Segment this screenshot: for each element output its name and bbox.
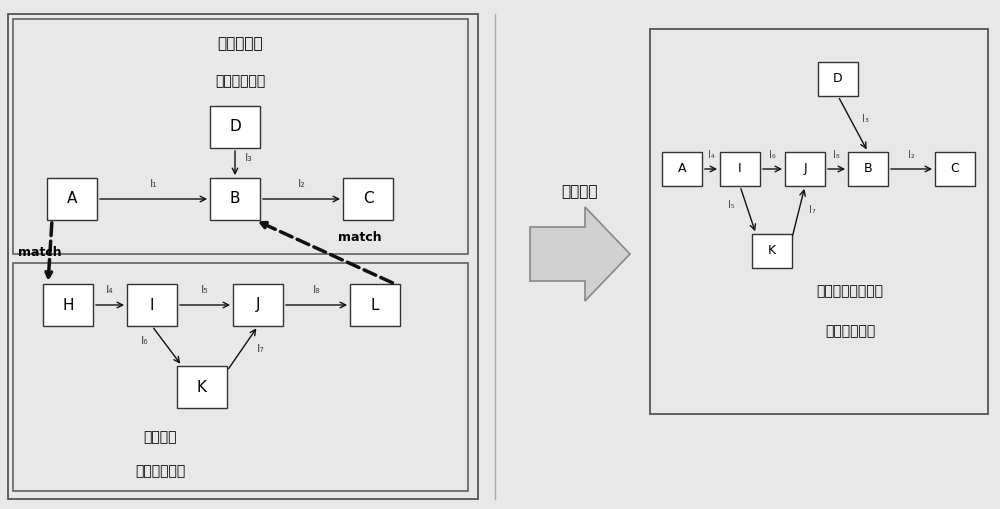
- Text: C: C: [363, 191, 373, 207]
- FancyBboxPatch shape: [233, 284, 283, 326]
- Text: D: D: [229, 120, 241, 134]
- FancyBboxPatch shape: [818, 62, 858, 96]
- Text: 容错风格: 容错风格: [143, 430, 177, 444]
- Text: I₆: I₆: [769, 150, 776, 160]
- FancyBboxPatch shape: [350, 284, 400, 326]
- FancyBboxPatch shape: [13, 19, 468, 254]
- Text: I: I: [738, 162, 742, 176]
- FancyBboxPatch shape: [13, 263, 468, 491]
- FancyBboxPatch shape: [43, 284, 93, 326]
- FancyBboxPatch shape: [720, 152, 760, 186]
- Text: I₃: I₃: [862, 114, 868, 124]
- FancyBboxPatch shape: [47, 178, 97, 220]
- Text: （主并模型）: （主并模型）: [215, 74, 265, 88]
- Text: 运行时模型: 运行时模型: [217, 37, 263, 51]
- Text: B: B: [864, 162, 872, 176]
- Text: I₃: I₃: [245, 153, 253, 163]
- Text: I₈: I₈: [833, 150, 840, 160]
- Text: K: K: [197, 380, 207, 394]
- FancyBboxPatch shape: [343, 178, 393, 220]
- Text: I₆: I₆: [141, 336, 149, 346]
- Text: A: A: [678, 162, 686, 176]
- Text: J: J: [803, 162, 807, 176]
- Text: （目标模型）: （目标模型）: [825, 324, 875, 338]
- FancyBboxPatch shape: [8, 14, 478, 499]
- Text: 模型合并: 模型合并: [562, 184, 598, 199]
- FancyBboxPatch shape: [650, 29, 988, 414]
- Text: match: match: [338, 231, 382, 244]
- Text: I₇: I₇: [257, 344, 264, 353]
- FancyBboxPatch shape: [752, 234, 792, 268]
- Text: I₂: I₂: [908, 150, 915, 160]
- Polygon shape: [530, 207, 630, 301]
- FancyBboxPatch shape: [210, 178, 260, 220]
- Text: C: C: [951, 162, 959, 176]
- Text: J: J: [256, 297, 260, 313]
- Text: （被并模型）: （被并模型）: [135, 464, 185, 478]
- Text: H: H: [62, 297, 74, 313]
- Text: I₂: I₂: [298, 179, 305, 189]
- Text: I₁: I₁: [150, 179, 157, 189]
- Text: B: B: [230, 191, 240, 207]
- FancyBboxPatch shape: [935, 152, 975, 186]
- FancyBboxPatch shape: [177, 366, 227, 408]
- Text: 容错软件体系结构: 容错软件体系结构: [816, 284, 884, 298]
- Text: I₅: I₅: [728, 200, 734, 210]
- FancyBboxPatch shape: [848, 152, 888, 186]
- Text: L: L: [371, 297, 379, 313]
- Text: A: A: [67, 191, 77, 207]
- Text: I: I: [150, 297, 154, 313]
- Text: K: K: [768, 244, 776, 258]
- Text: D: D: [833, 72, 843, 86]
- Text: I₄: I₄: [106, 285, 114, 295]
- Text: I₇: I₇: [809, 205, 816, 215]
- FancyBboxPatch shape: [210, 106, 260, 148]
- FancyBboxPatch shape: [662, 152, 702, 186]
- Text: I₈: I₈: [313, 285, 320, 295]
- Text: I₄: I₄: [708, 150, 714, 160]
- Text: match: match: [18, 245, 62, 259]
- FancyBboxPatch shape: [785, 152, 825, 186]
- Text: I₅: I₅: [201, 285, 209, 295]
- FancyBboxPatch shape: [127, 284, 177, 326]
